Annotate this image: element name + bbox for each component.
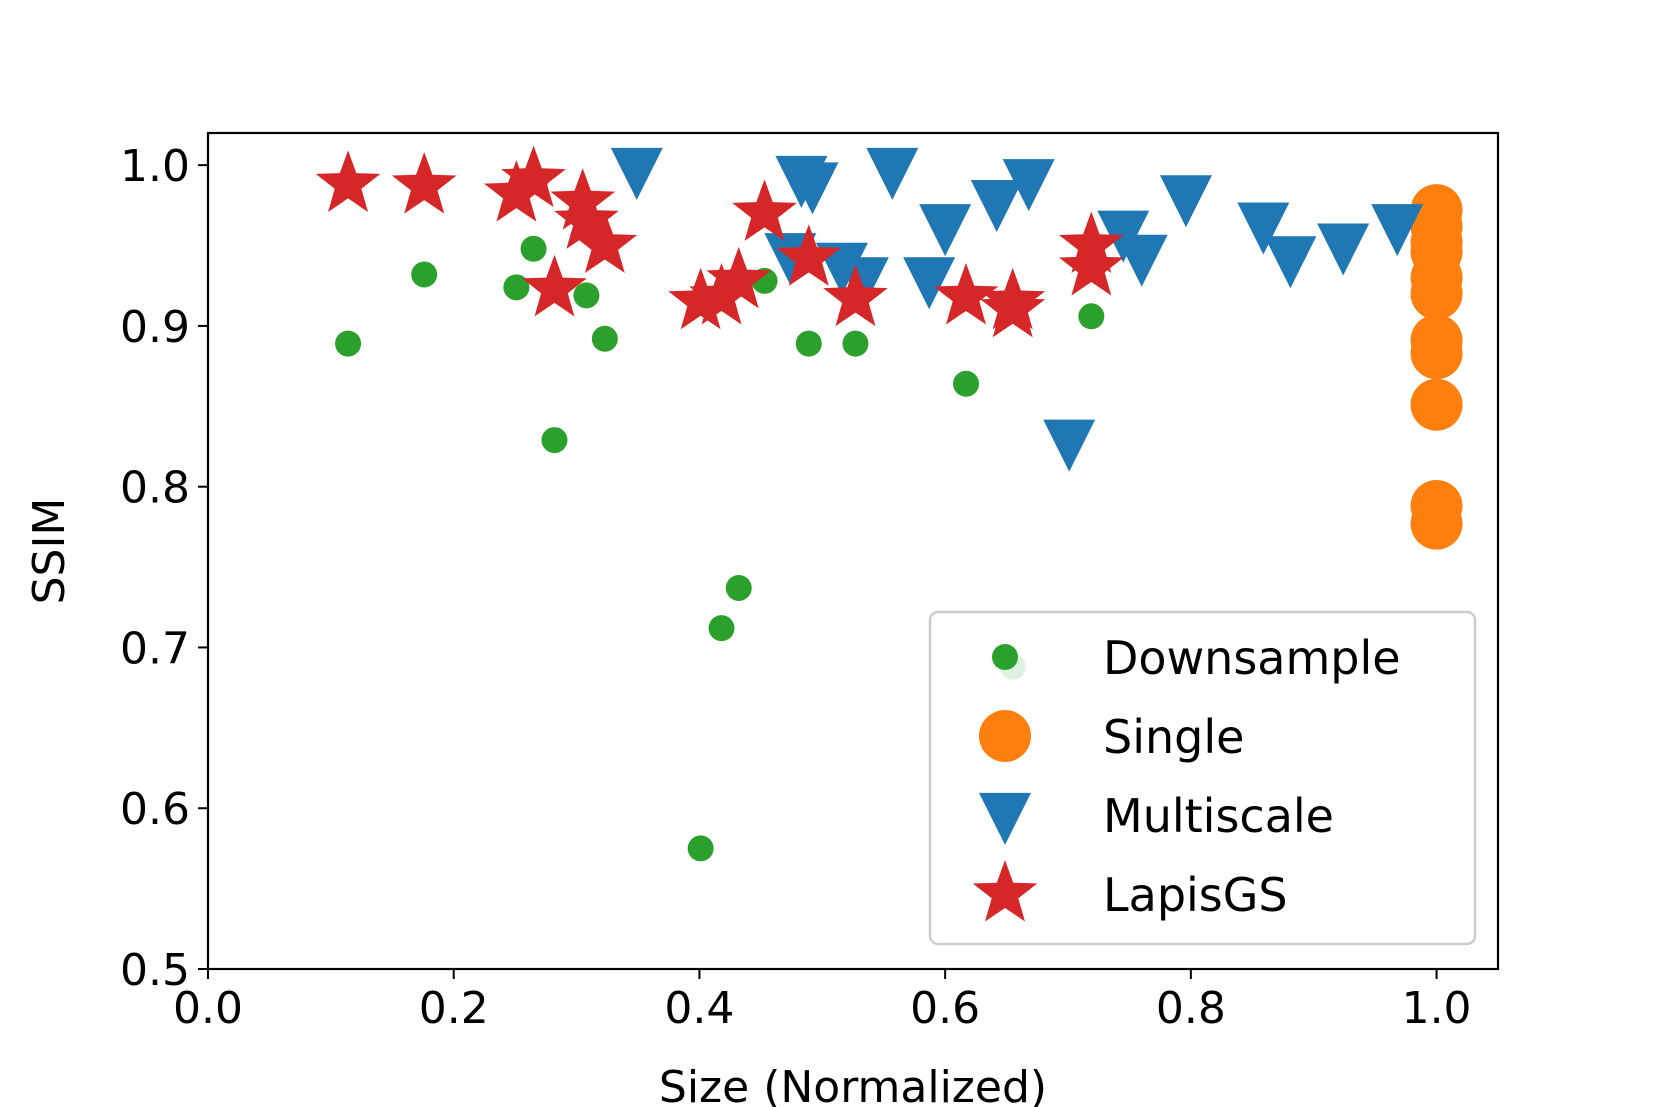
point-lapisgs-6 — [554, 187, 619, 249]
point-downsample-0 — [335, 330, 362, 357]
x-tick-label: 0.2 — [419, 983, 489, 1034]
point-downsample-4 — [541, 427, 568, 454]
legend-marker-lapisgs — [972, 860, 1038, 922]
legend: Downsample Single Multiscale LapisGS — [928, 610, 1477, 946]
point-lapisgs-10 — [706, 246, 772, 309]
x-axis-ticks: 0.0 0.2 0.4 0.6 0.8 1.0 — [173, 969, 1472, 1034]
point-downsample-2 — [503, 274, 530, 301]
point-multiscale-9 — [836, 257, 889, 310]
point-downsample-1 — [411, 261, 438, 288]
point-multiscale-3 — [866, 147, 919, 200]
point-single-5 — [1410, 267, 1463, 320]
x-tick-label: 0.4 — [664, 983, 734, 1034]
x-tick-label: 0.6 — [910, 983, 980, 1034]
y-tick-label: 0.5 — [120, 945, 190, 996]
legend-marker-multiscale — [979, 792, 1031, 845]
point-lapisgs-14 — [933, 263, 999, 325]
point-lapisgs-13 — [823, 264, 888, 327]
point-multiscale-4 — [919, 204, 972, 257]
point-multiscale-17 — [1317, 223, 1370, 276]
y-tick-label: 1.0 — [120, 141, 190, 192]
point-multiscale-15 — [1237, 202, 1290, 255]
point-lapisgs-11 — [732, 179, 797, 241]
point-lapisgs-2 — [484, 160, 549, 222]
x-axis-title: Size (Normalized) — [659, 1062, 1047, 1107]
point-multiscale-13 — [1115, 234, 1168, 287]
point-downsample-12 — [842, 330, 869, 357]
point-single-7 — [1410, 327, 1463, 380]
legend-box — [928, 610, 1477, 946]
y-tick-label: 0.9 — [120, 302, 190, 353]
point-lapisgs-1 — [391, 152, 457, 214]
legend-marker-downsample — [992, 644, 1018, 670]
legend-label-single: Single — [1103, 710, 1244, 764]
plot-frame — [206, 131, 1500, 971]
point-lapisgs-4 — [522, 254, 587, 317]
point-lapisgs-9 — [689, 263, 754, 325]
point-multiscale-16 — [1264, 236, 1317, 289]
y-axis-ticks: 0.5 0.6 0.7 0.8 0.9 1.0 — [120, 141, 208, 996]
point-multiscale-14 — [1159, 175, 1212, 228]
point-multiscale-0 — [610, 147, 663, 200]
point-lapisgs-12 — [776, 224, 842, 286]
point-downsample-5 — [573, 282, 600, 309]
point-multiscale-18 — [1371, 204, 1424, 257]
point-multiscale-11 — [1043, 419, 1096, 472]
point-downsample-13 — [953, 370, 980, 397]
point-single-10 — [1410, 497, 1463, 550]
point-lapisgs-7 — [572, 211, 638, 273]
point-single-8 — [1410, 378, 1463, 431]
y-tick-label: 0.6 — [120, 784, 190, 835]
point-lapisgs-16 — [980, 275, 1046, 338]
point-lapisgs-8 — [668, 267, 733, 330]
legend-label-lapisgs: LapisGS — [1103, 868, 1288, 922]
x-tick-label: 1.0 — [1402, 983, 1472, 1034]
plot-marks — [315, 145, 1463, 862]
point-downsample-7 — [687, 835, 714, 862]
point-downsample-15 — [1078, 303, 1105, 330]
y-tick-label: 0.7 — [120, 623, 190, 674]
point-lapisgs-0 — [315, 150, 381, 212]
legend-label-downsample: Downsample — [1103, 631, 1401, 685]
point-lapisgs-18 — [1059, 234, 1124, 296]
point-lapisgs-3 — [501, 145, 566, 208]
point-downsample-8 — [708, 615, 735, 642]
point-multiscale-6 — [1002, 159, 1055, 212]
point-downsample-3 — [520, 235, 547, 262]
point-multiscale-10 — [903, 257, 956, 310]
y-axis-title: SSIM — [24, 498, 75, 605]
point-downsample-11 — [795, 330, 822, 357]
legend-marker-single — [979, 710, 1031, 762]
point-multiscale-2 — [786, 162, 839, 215]
point-downsample-9 — [725, 574, 752, 601]
legend-label-multiscale: Multiscale — [1103, 789, 1334, 843]
x-tick-label: 0.8 — [1156, 983, 1226, 1034]
y-tick-label: 0.8 — [120, 463, 190, 514]
point-multiscale-5 — [970, 180, 1023, 233]
point-downsample-6 — [591, 325, 618, 352]
x-tick-label: 0.0 — [173, 983, 243, 1034]
